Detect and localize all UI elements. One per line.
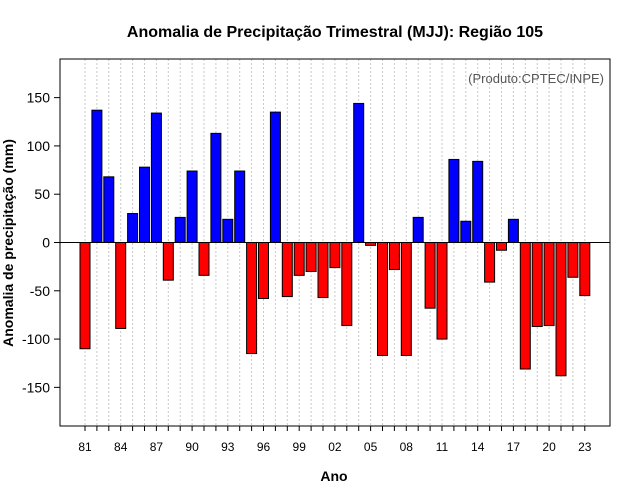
chart-title: Anomalia de Precipitação Trimestral (MJJ… [127,24,543,41]
y-axis-label: Anomalia de precipitação (mm) [0,139,16,347]
x-tick-label: 02 [328,440,342,454]
y-tick-label: -100 [22,331,50,347]
bar-98 [281,242,293,298]
bar-07 [388,242,400,271]
x-tick-label: 17 [507,440,521,454]
bar-09 [412,216,424,244]
x-tick-label: 81 [78,440,92,454]
y-tick-label: -50 [30,283,50,299]
chart-annotation: (Produto:CPTEC/INPE) [468,71,604,86]
bar-14 [472,160,484,243]
bar-88 [162,242,174,281]
y-tick-label: -150 [22,379,50,395]
x-tick-label: 05 [364,440,378,454]
bar-15 [484,242,496,283]
bar-13 [460,220,472,243]
bar-12 [448,158,460,243]
y-axis: -150 -100 -50 0 50 100 150 [22,90,60,395]
y-tick-label: 100 [27,138,51,154]
x-tick-label: 08 [400,440,414,454]
x-axis-label: Ano [320,468,347,484]
y-tick-label: 0 [42,235,50,251]
bar-08 [400,242,412,356]
x-tick-label: 11 [436,440,449,454]
bar-87 [150,112,162,243]
x-tick-label: 20 [542,440,556,454]
bar-03 [341,242,353,327]
x-tick-label: 84 [114,440,128,454]
bar-04 [353,102,365,243]
bar-16 [496,242,507,251]
bar-84 [115,242,127,329]
bar-94 [234,170,246,244]
x-tick-label: 14 [471,440,485,454]
bar-23 [579,242,591,297]
x-tick-label: 23 [578,440,592,454]
bar-20 [543,242,555,327]
x-axis: 81 84 87 90 93 96 99 02 05 08 11 14 17 20 23 [78,426,592,454]
y-tick-label: 150 [27,90,51,106]
x-tick-label: 90 [185,440,199,454]
bar-90 [186,170,198,244]
bar-10 [424,242,436,309]
bar-01 [317,242,329,299]
bar-99 [293,242,305,276]
bar-19 [531,242,543,328]
bar-82 [91,109,103,243]
bar-06 [377,242,388,356]
x-tick-label: 96 [257,440,271,454]
bar-89 [174,216,186,244]
bar-86 [139,166,150,244]
bar-85 [127,213,139,244]
bar-95 [246,242,258,355]
bar-18 [519,242,531,370]
bar-11 [436,242,448,340]
bar-21 [555,242,567,377]
x-tick-label: 93 [221,440,235,454]
bar-83 [103,176,115,243]
x-tick-label: 87 [150,440,164,454]
bar-91 [198,242,210,276]
bars [79,102,591,377]
bar-17 [507,218,519,244]
bar-81 [79,242,91,350]
bar-00 [305,242,317,272]
bar-22 [567,242,579,278]
bar-92 [210,132,222,243]
bar-97 [269,111,281,243]
x-tick-label: 99 [293,440,307,454]
bar-96 [258,242,269,300]
grid-lines [84,59,586,426]
y-tick-label: 50 [34,186,50,202]
bar-02 [329,242,341,269]
bar-93 [222,218,234,244]
